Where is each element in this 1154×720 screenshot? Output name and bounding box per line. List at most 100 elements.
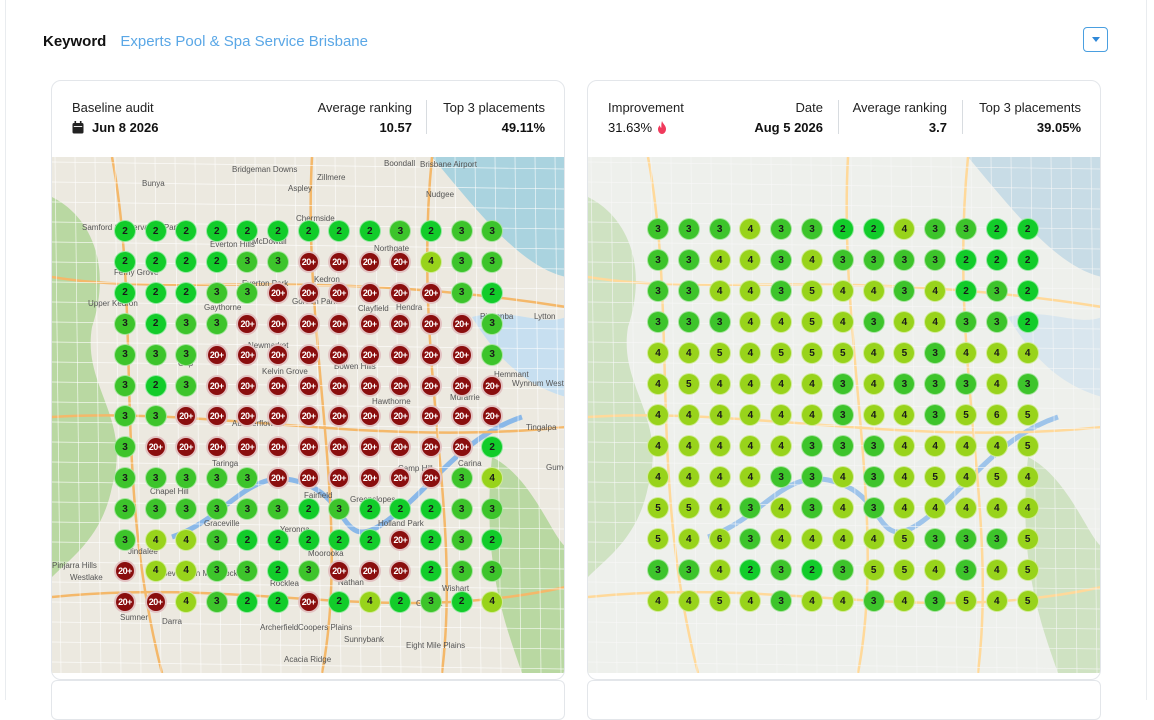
rank-pin[interactable]: 4: [801, 249, 823, 271]
rank-pin[interactable]: 2: [205, 250, 228, 273]
rank-pin[interactable]: 6: [708, 528, 731, 550]
rank-pin[interactable]: 4: [955, 342, 977, 364]
rank-pin[interactable]: 20+: [420, 467, 442, 490]
rank-pin[interactable]: 3: [450, 220, 473, 242]
rank-pin[interactable]: 4: [708, 559, 731, 581]
rank-pin[interactable]: 3: [114, 498, 136, 521]
rank-pin[interactable]: 2: [862, 218, 885, 240]
rank-pin[interactable]: 5: [1016, 435, 1039, 457]
rank-pin[interactable]: 4: [893, 466, 916, 488]
rank-pin[interactable]: 2: [144, 312, 167, 335]
rank-pin[interactable]: 2: [175, 281, 198, 304]
rank-pin[interactable]: 3: [893, 280, 916, 302]
rank-pin[interactable]: 2: [481, 436, 504, 459]
rank-pin[interactable]: 20+: [328, 467, 351, 490]
rank-pin[interactable]: 5: [1016, 404, 1039, 426]
rank-pin[interactable]: 4: [708, 280, 731, 302]
rank-pin[interactable]: 20+: [481, 405, 504, 428]
rank-pin[interactable]: 2: [389, 498, 412, 521]
rank-pin[interactable]: 4: [739, 435, 762, 457]
rank-pin[interactable]: 20+: [175, 436, 198, 459]
rank-pin[interactable]: 3: [647, 280, 669, 302]
rank-pin[interactable]: 4: [770, 373, 793, 395]
rank-pin[interactable]: 3: [205, 498, 228, 521]
rank-pin[interactable]: 2: [297, 220, 320, 242]
rank-pin[interactable]: 3: [801, 218, 823, 240]
rank-pin[interactable]: 4: [924, 559, 947, 581]
rank-pin[interactable]: 3: [450, 529, 473, 551]
rank-pin[interactable]: 20+: [267, 374, 289, 397]
rank-pin[interactable]: 3: [481, 312, 504, 335]
rank-pin[interactable]: 20+: [297, 590, 320, 613]
rank-pin[interactable]: 20+: [205, 374, 228, 397]
rank-pin[interactable]: 3: [175, 498, 198, 521]
rank-pin[interactable]: 4: [862, 342, 885, 364]
rank-pin[interactable]: 20+: [389, 436, 412, 459]
rank-pin[interactable]: 20+: [175, 405, 198, 428]
rank-pin[interactable]: 20+: [358, 559, 381, 582]
rank-pin[interactable]: 20+: [297, 374, 320, 397]
rank-pin[interactable]: 4: [893, 404, 916, 426]
rank-pin[interactable]: 2: [297, 529, 320, 551]
rank-pin[interactable]: 20+: [328, 374, 351, 397]
rank-pin[interactable]: 2: [267, 220, 289, 242]
rank-pin[interactable]: 3: [647, 311, 669, 333]
rank-pin[interactable]: 20+: [297, 250, 320, 273]
rank-pin[interactable]: 3: [862, 249, 885, 271]
rank-pin[interactable]: 5: [955, 404, 977, 426]
rank-pin[interactable]: 20+: [389, 467, 412, 490]
rank-pin[interactable]: 20+: [205, 405, 228, 428]
rank-pin[interactable]: 3: [481, 250, 504, 273]
rank-pin[interactable]: 4: [801, 590, 823, 612]
rank-pin[interactable]: 4: [420, 250, 442, 273]
rank-pin[interactable]: 4: [831, 280, 854, 302]
rank-pin[interactable]: 3: [450, 559, 473, 582]
rank-pin[interactable]: 20+: [389, 312, 412, 335]
rank-pin[interactable]: 5: [985, 466, 1008, 488]
rank-pin[interactable]: 20+: [267, 467, 289, 490]
rank-pin[interactable]: 2: [420, 529, 442, 551]
rank-pin[interactable]: 20+: [450, 312, 473, 335]
rank-pin[interactable]: 4: [985, 559, 1008, 581]
rank-pin[interactable]: 4: [708, 435, 731, 457]
rank-pin[interactable]: 3: [831, 373, 854, 395]
rank-pin[interactable]: 3: [985, 280, 1008, 302]
rank-pin[interactable]: 3: [924, 590, 947, 612]
rank-pin[interactable]: 3: [328, 498, 351, 521]
rank-pin[interactable]: 3: [955, 528, 977, 550]
rank-pin[interactable]: 3: [205, 590, 228, 613]
rank-pin[interactable]: 2: [389, 590, 412, 613]
rank-pin[interactable]: 3: [175, 312, 198, 335]
rank-pin[interactable]: 3: [267, 498, 289, 521]
rank-pin[interactable]: 20+: [236, 405, 259, 428]
rank-pin[interactable]: 4: [677, 435, 700, 457]
rank-pin[interactable]: 3: [770, 218, 793, 240]
rank-pin[interactable]: 2: [420, 220, 442, 242]
rank-pin[interactable]: 3: [862, 311, 885, 333]
rank-pin[interactable]: 20+: [389, 559, 412, 582]
rank-pin[interactable]: 4: [985, 342, 1008, 364]
rank-pin[interactable]: 4: [708, 497, 731, 519]
rank-pin[interactable]: 3: [677, 559, 700, 581]
rank-pin[interactable]: 4: [924, 311, 947, 333]
rank-pin[interactable]: 2: [328, 529, 351, 551]
rank-pin[interactable]: 4: [862, 373, 885, 395]
rank-pin[interactable]: 3: [770, 280, 793, 302]
rank-pin[interactable]: 3: [862, 435, 885, 457]
rank-pin[interactable]: 2: [739, 559, 762, 581]
rank-pin[interactable]: 5: [831, 342, 854, 364]
rank-pin[interactable]: 3: [144, 467, 167, 490]
rank-pin[interactable]: 20+: [267, 312, 289, 335]
rank-pin[interactable]: 3: [770, 559, 793, 581]
rank-pin[interactable]: 3: [801, 435, 823, 457]
rank-pin[interactable]: 20+: [328, 343, 351, 366]
rank-pin[interactable]: 2: [481, 281, 504, 304]
rank-pin[interactable]: 2: [144, 374, 167, 397]
rank-pin[interactable]: 20+: [420, 343, 442, 366]
rank-pin[interactable]: 3: [862, 590, 885, 612]
rank-pin[interactable]: 3: [924, 528, 947, 550]
rank-pin[interactable]: 3: [831, 249, 854, 271]
rank-pin[interactable]: 4: [893, 218, 916, 240]
rank-pin[interactable]: 20+: [236, 343, 259, 366]
